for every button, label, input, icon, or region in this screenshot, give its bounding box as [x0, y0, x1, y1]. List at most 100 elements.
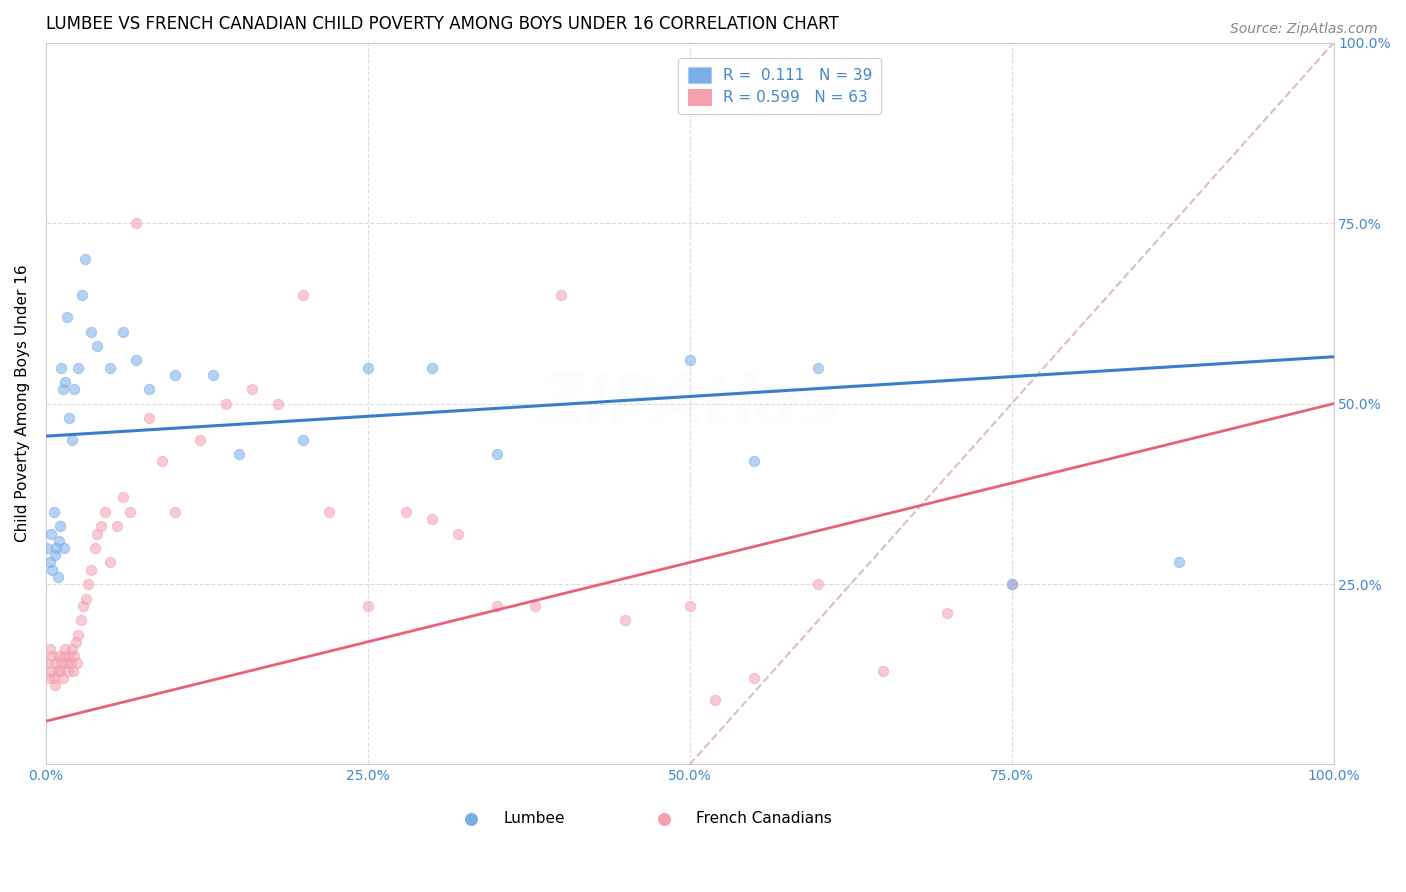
Point [112, 325, 135, 339]
Point [292, 288, 315, 302]
Point [679, 599, 702, 613]
Point [41, 649, 63, 664]
Text: Lumbee: Lumbee [503, 811, 565, 826]
Point [46, 664, 69, 678]
Point [807, 360, 830, 375]
Point [67, 360, 90, 375]
Point [460, 812, 482, 826]
Point [86, 339, 108, 353]
Point [83, 541, 105, 555]
Point [46, 570, 69, 584]
Point [357, 360, 380, 375]
Point [67, 627, 90, 641]
Point [936, 606, 959, 620]
Point [447, 526, 470, 541]
Point [86, 526, 108, 541]
Point [59, 657, 82, 671]
Point [63, 649, 86, 664]
Point [90, 519, 112, 533]
Point [39, 664, 62, 678]
Text: ZIPAtlas: ZIPAtlas [538, 371, 841, 437]
Point [66, 657, 89, 671]
Point [118, 505, 141, 519]
Point [105, 519, 128, 533]
Point [163, 505, 186, 519]
Point [138, 411, 160, 425]
Point [55, 657, 77, 671]
Point [45, 657, 67, 671]
Text: Source: ZipAtlas.com: Source: ZipAtlas.com [1230, 22, 1378, 37]
Point [48, 649, 70, 664]
Point [52, 671, 75, 685]
Point [704, 692, 727, 706]
Point [37, 657, 59, 671]
Point [75, 591, 97, 606]
Point [42, 505, 65, 519]
Point [550, 288, 572, 302]
Point [58, 411, 80, 425]
Point [112, 491, 135, 505]
Point [742, 671, 765, 685]
Point [357, 599, 380, 613]
Point [485, 599, 508, 613]
Point [190, 433, 212, 447]
Point [45, 541, 67, 555]
Point [318, 505, 340, 519]
Point [125, 216, 148, 230]
Point [49, 519, 72, 533]
Point [77, 577, 100, 591]
Point [807, 577, 830, 591]
Text: French Canadians: French Canadians [696, 811, 832, 826]
Point [163, 368, 186, 382]
Point [215, 397, 238, 411]
Point [614, 613, 637, 627]
Text: LUMBEE VS FRENCH CANADIAN CHILD POVERTY AMONG BOYS UNDER 16 CORRELATION CHART: LUMBEE VS FRENCH CANADIAN CHILD POVERTY … [46, 15, 839, 33]
Point [63, 382, 86, 396]
Point [267, 397, 290, 411]
Point [98, 360, 121, 375]
Point [80, 325, 103, 339]
Point [60, 433, 83, 447]
Point [51, 657, 73, 671]
Point [1168, 556, 1191, 570]
Point [872, 664, 894, 678]
Point [38, 642, 60, 657]
Point [62, 664, 84, 678]
Point [420, 360, 443, 375]
Point [41, 563, 63, 577]
Point [679, 353, 702, 368]
Point [485, 447, 508, 461]
Point [150, 454, 173, 468]
Point [652, 812, 675, 826]
Point [53, 649, 76, 664]
Point [37, 541, 59, 555]
Point [395, 505, 418, 519]
Point [65, 635, 87, 649]
Point [53, 642, 76, 657]
Point [70, 288, 93, 302]
Point [138, 382, 160, 396]
Legend: R =  0.111   N = 39, R = 0.599   N = 63: R = 0.111 N = 39, R = 0.599 N = 63 [679, 58, 882, 114]
Point [52, 382, 75, 396]
Point [742, 454, 765, 468]
Point [1001, 577, 1024, 591]
Point [420, 512, 443, 526]
Point [228, 447, 250, 461]
Point [53, 541, 76, 555]
Point [56, 664, 79, 678]
Point [69, 613, 91, 627]
Point [42, 671, 65, 685]
Point [240, 382, 263, 396]
Point [1001, 577, 1024, 591]
Y-axis label: Child Poverty Among Boys Under 16: Child Poverty Among Boys Under 16 [15, 265, 30, 542]
Point [55, 310, 77, 324]
Point [38, 556, 60, 570]
Point [292, 433, 315, 447]
Point [48, 533, 70, 548]
Point [125, 353, 148, 368]
Point [202, 368, 225, 382]
Point [60, 642, 83, 657]
Point [44, 678, 66, 692]
Point [94, 505, 117, 519]
Point [51, 360, 73, 375]
